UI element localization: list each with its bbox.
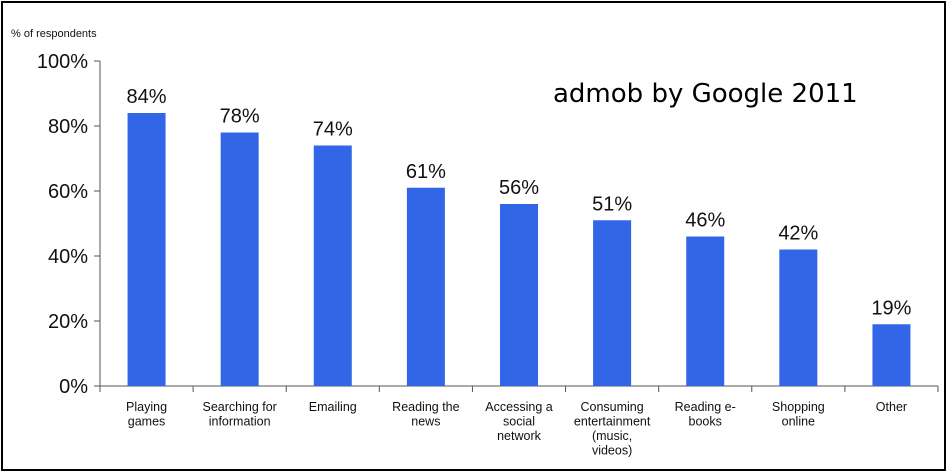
y-tick-label: 20% bbox=[48, 311, 88, 333]
bar-chart: % of respondents admob by Google 2011 0%… bbox=[11, 28, 939, 458]
y-tick-label: 60% bbox=[48, 181, 88, 203]
bar bbox=[313, 145, 352, 386]
x-axis-categories: Playing games Searching for information Emai… bbox=[126, 400, 907, 458]
bar bbox=[686, 236, 725, 386]
x-category-label: Searching for information bbox=[202, 400, 276, 429]
bar bbox=[593, 220, 632, 386]
data-label: 78% bbox=[220, 106, 260, 128]
y-axis-label: % of respondents bbox=[11, 28, 97, 40]
y-axis-ticks: 0% 20% 40% 60% 80% 100% bbox=[37, 51, 100, 398]
y-tick-label: 40% bbox=[48, 246, 88, 268]
data-label: 84% bbox=[127, 86, 167, 108]
data-label: 74% bbox=[313, 119, 353, 141]
x-category-label: Shopping online bbox=[772, 400, 825, 429]
bar bbox=[220, 132, 259, 386]
x-category-label: Reading the news bbox=[392, 400, 459, 429]
chart-annotation: admob by Google 2011 bbox=[553, 79, 858, 109]
bar bbox=[500, 204, 538, 386]
bars bbox=[127, 113, 911, 386]
bar bbox=[872, 324, 911, 386]
x-category-label: Accessing a social network bbox=[485, 400, 552, 443]
data-label: 61% bbox=[406, 161, 446, 183]
data-label: 46% bbox=[685, 210, 725, 232]
bar bbox=[127, 113, 166, 386]
data-label: 56% bbox=[499, 177, 539, 199]
y-tick-label: 80% bbox=[48, 116, 88, 138]
data-label: 51% bbox=[592, 193, 632, 215]
bar bbox=[779, 249, 818, 386]
x-category-label: Consuming entertainment (music, videos) bbox=[574, 400, 651, 458]
data-label: 19% bbox=[871, 297, 911, 319]
data-label: 42% bbox=[778, 223, 818, 245]
x-category-label: Reading e-books bbox=[675, 400, 736, 429]
y-tick-label: 0% bbox=[59, 376, 88, 398]
y-tick-label: 100% bbox=[37, 51, 88, 73]
data-labels: 84% 78% 74% 61% 56% 51% 46% 42% 19% bbox=[127, 86, 912, 319]
x-category-label: Other bbox=[876, 400, 907, 414]
x-category-label: Emailing bbox=[309, 400, 357, 414]
bar bbox=[406, 187, 445, 386]
x-category-label: Playing games bbox=[126, 400, 167, 429]
